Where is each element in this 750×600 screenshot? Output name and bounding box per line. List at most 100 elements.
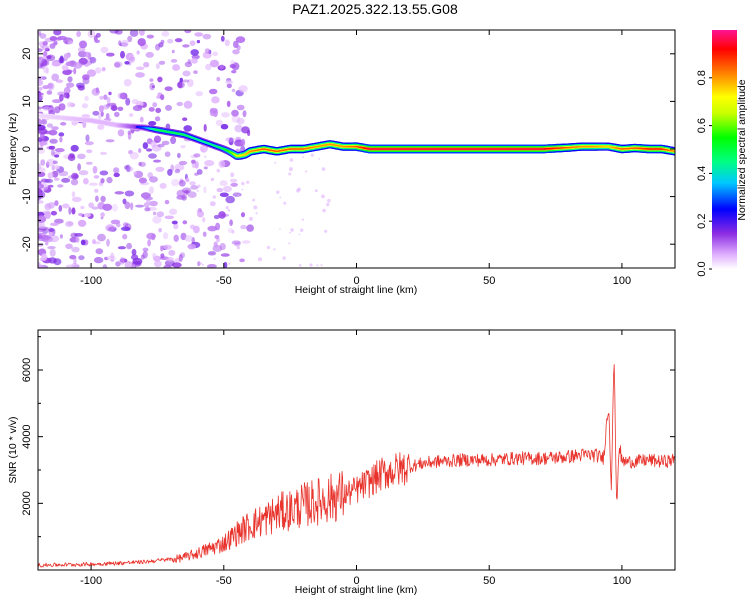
spectrogram-noise-blob xyxy=(132,257,143,265)
spectrogram-noise-blob xyxy=(65,264,76,268)
spectrogram-noise-blob xyxy=(83,51,91,58)
spectrogram-noise-blob xyxy=(231,70,237,74)
spectrogram-noise-blob xyxy=(196,39,201,44)
spectrogram-noise-blob xyxy=(236,117,245,125)
spectrogram-noise-blob xyxy=(70,179,79,186)
spectrogram-noise-blob xyxy=(174,38,183,43)
spectrogram-noise-blob xyxy=(52,99,62,104)
spectrogram-noise-blob xyxy=(179,77,183,83)
spectrogram-noise-dot xyxy=(320,264,323,267)
spectrogram-ytick-label: -20 xyxy=(21,236,33,252)
spectrogram-noise-blob xyxy=(167,168,173,176)
spectrogram-noise-blob xyxy=(38,106,43,110)
spectrogram-noise-blob xyxy=(39,33,47,39)
spectrogram-noise-blob xyxy=(193,225,200,234)
spectrogram-noise-blob xyxy=(94,188,99,193)
spectrogram-noise-blob xyxy=(114,111,120,118)
spectrogram-noise-dot xyxy=(321,167,326,171)
spectrogram-noise-dot xyxy=(305,170,308,173)
spectrogram-noise-blob xyxy=(189,181,196,186)
spectrogram-noise-blob xyxy=(129,152,139,160)
spectrogram-noise-blob xyxy=(187,79,194,87)
spectrogram-noise-blob xyxy=(160,253,165,259)
spectrogram-noise-blob xyxy=(77,219,87,227)
spectrogram-noise-blob xyxy=(155,63,160,70)
spectrogram-noise-blob xyxy=(216,237,220,243)
spectrogram-noise-blob xyxy=(77,163,81,171)
spectrogram-noise-blob xyxy=(127,35,133,43)
spectrogram-noise-blob xyxy=(194,172,199,176)
spectrogram-noise-blob xyxy=(73,174,79,179)
spectrogram-noise-blob xyxy=(154,116,161,122)
spectrogram-noise-blob xyxy=(67,76,73,83)
spectrogram-noise-blob xyxy=(38,211,45,217)
spectrogram-ridge xyxy=(38,113,675,160)
colorbar-tick-label: 0.2 xyxy=(696,214,708,229)
spectrogram-noise-blob xyxy=(157,76,163,83)
spectrogram-noise-blob xyxy=(38,200,44,204)
spectrogram-noise-blob xyxy=(110,219,121,225)
spectrogram-noise-blob xyxy=(197,261,201,267)
spectrogram-noise-blob xyxy=(38,92,44,99)
spectrogram-noise-blob xyxy=(65,221,74,227)
spectrogram-noise-blob xyxy=(147,239,152,247)
spectrogram-noise-blob xyxy=(148,153,157,159)
spectrogram-noise-blob xyxy=(207,264,217,268)
spectrogram-noise-blob xyxy=(202,231,207,237)
spectrogram-noise-blob xyxy=(125,164,131,173)
spectrogram-noise-blob xyxy=(120,50,125,59)
spectrogram-noise-dot xyxy=(318,158,321,160)
spectrogram-noise-blob xyxy=(113,167,120,174)
spectrogram-noise-blob xyxy=(95,248,104,255)
spectrogram-noise-blob xyxy=(128,56,135,62)
spectrogram-noise-blob xyxy=(84,212,91,218)
spectrogram-noise-dot xyxy=(231,230,235,234)
spectrogram-noise-blob xyxy=(99,95,104,100)
spectrogram-noise-blob xyxy=(156,211,164,218)
spectrogram-noise-blob xyxy=(160,245,164,252)
spectrogram-noise-blob xyxy=(122,233,128,240)
spectrogram-noise-dot xyxy=(253,205,258,210)
spectrogram-noise-blob xyxy=(140,254,145,260)
spectrogram-noise-blob xyxy=(184,30,192,34)
spectrogram-noise-blob xyxy=(159,182,167,189)
spectrogram-noise-blob xyxy=(128,113,134,117)
spectrogram-noise-blob xyxy=(220,35,225,42)
spectrogram-noise-blob xyxy=(162,232,169,240)
spectrogram-noise-dot xyxy=(252,198,256,202)
spectrogram-noise-dot xyxy=(199,262,202,265)
spectrogram-noise-blob xyxy=(121,39,129,48)
spectrogram-noise-blob xyxy=(41,234,52,240)
spectrogram-noise-blob xyxy=(54,177,60,181)
spectrogram-noise-blob xyxy=(184,235,193,242)
spectrogram-noise-blob xyxy=(216,76,221,82)
spectrogram-noise-blob xyxy=(114,62,121,68)
spectrogram-noise-blob xyxy=(38,94,43,102)
spectrogram-noise-blob xyxy=(110,252,115,259)
spectrogram-noise-blob xyxy=(166,257,174,262)
spectrogram-noise-blob xyxy=(161,30,170,37)
spectrogram-noise-blob xyxy=(210,107,218,114)
spectrogram-noise-blob xyxy=(204,160,215,167)
spectrogram-noise-blob xyxy=(146,148,153,152)
spectrogram-noise-blob xyxy=(38,167,46,173)
spectrogram-ytick-label: 10 xyxy=(21,95,33,107)
spectrogram-noise-blob xyxy=(107,226,116,232)
spectrogram-noise-blob xyxy=(127,132,132,140)
spectrogram-noise-blob xyxy=(183,100,193,109)
spectrogram-noise-blob xyxy=(241,240,251,244)
spectrogram-noise-blob xyxy=(232,49,240,55)
spectrogram-noise-blob xyxy=(40,159,46,166)
spectrogram-noise-blob xyxy=(146,200,151,204)
spectrogram-noise-blob xyxy=(178,254,183,262)
spectrogram-noise-blob xyxy=(88,182,98,186)
spectrogram-noise-blob xyxy=(131,264,136,268)
spectrogram-noise-blob xyxy=(137,38,146,47)
spectrogram-noise-dot xyxy=(266,245,271,250)
spectrogram-noise-blob xyxy=(126,166,134,172)
spectrogram-noise-blob xyxy=(126,242,132,250)
spectrogram-noise-blob xyxy=(38,48,43,53)
spectrogram-noise-blob xyxy=(125,97,131,106)
spectrogram-noise-blob xyxy=(142,247,149,252)
